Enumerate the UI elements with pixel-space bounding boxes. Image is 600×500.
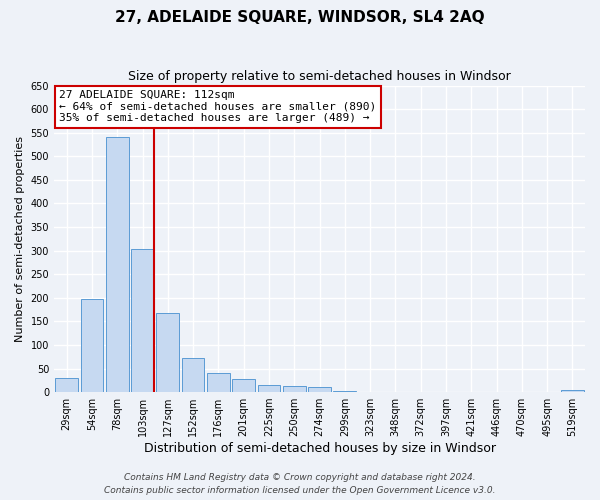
Bar bbox=[182, 358, 205, 392]
Bar bbox=[80, 298, 103, 392]
Bar bbox=[55, 378, 78, 392]
Y-axis label: Number of semi-detached properties: Number of semi-detached properties bbox=[15, 136, 25, 342]
Bar bbox=[308, 388, 331, 392]
Text: 27 ADELAIDE SQUARE: 112sqm
← 64% of semi-detached houses are smaller (890)
35% o: 27 ADELAIDE SQUARE: 112sqm ← 64% of semi… bbox=[59, 90, 377, 124]
Bar bbox=[334, 391, 356, 392]
Bar bbox=[106, 138, 128, 392]
Bar bbox=[257, 385, 280, 392]
Bar bbox=[157, 313, 179, 392]
Bar bbox=[207, 373, 230, 392]
Text: Contains HM Land Registry data © Crown copyright and database right 2024.
Contai: Contains HM Land Registry data © Crown c… bbox=[104, 474, 496, 495]
Bar bbox=[232, 379, 255, 392]
Title: Size of property relative to semi-detached houses in Windsor: Size of property relative to semi-detach… bbox=[128, 70, 511, 83]
Bar bbox=[131, 249, 154, 392]
Bar bbox=[283, 386, 305, 392]
X-axis label: Distribution of semi-detached houses by size in Windsor: Distribution of semi-detached houses by … bbox=[143, 442, 496, 455]
Bar bbox=[561, 390, 584, 392]
Text: 27, ADELAIDE SQUARE, WINDSOR, SL4 2AQ: 27, ADELAIDE SQUARE, WINDSOR, SL4 2AQ bbox=[115, 10, 485, 25]
